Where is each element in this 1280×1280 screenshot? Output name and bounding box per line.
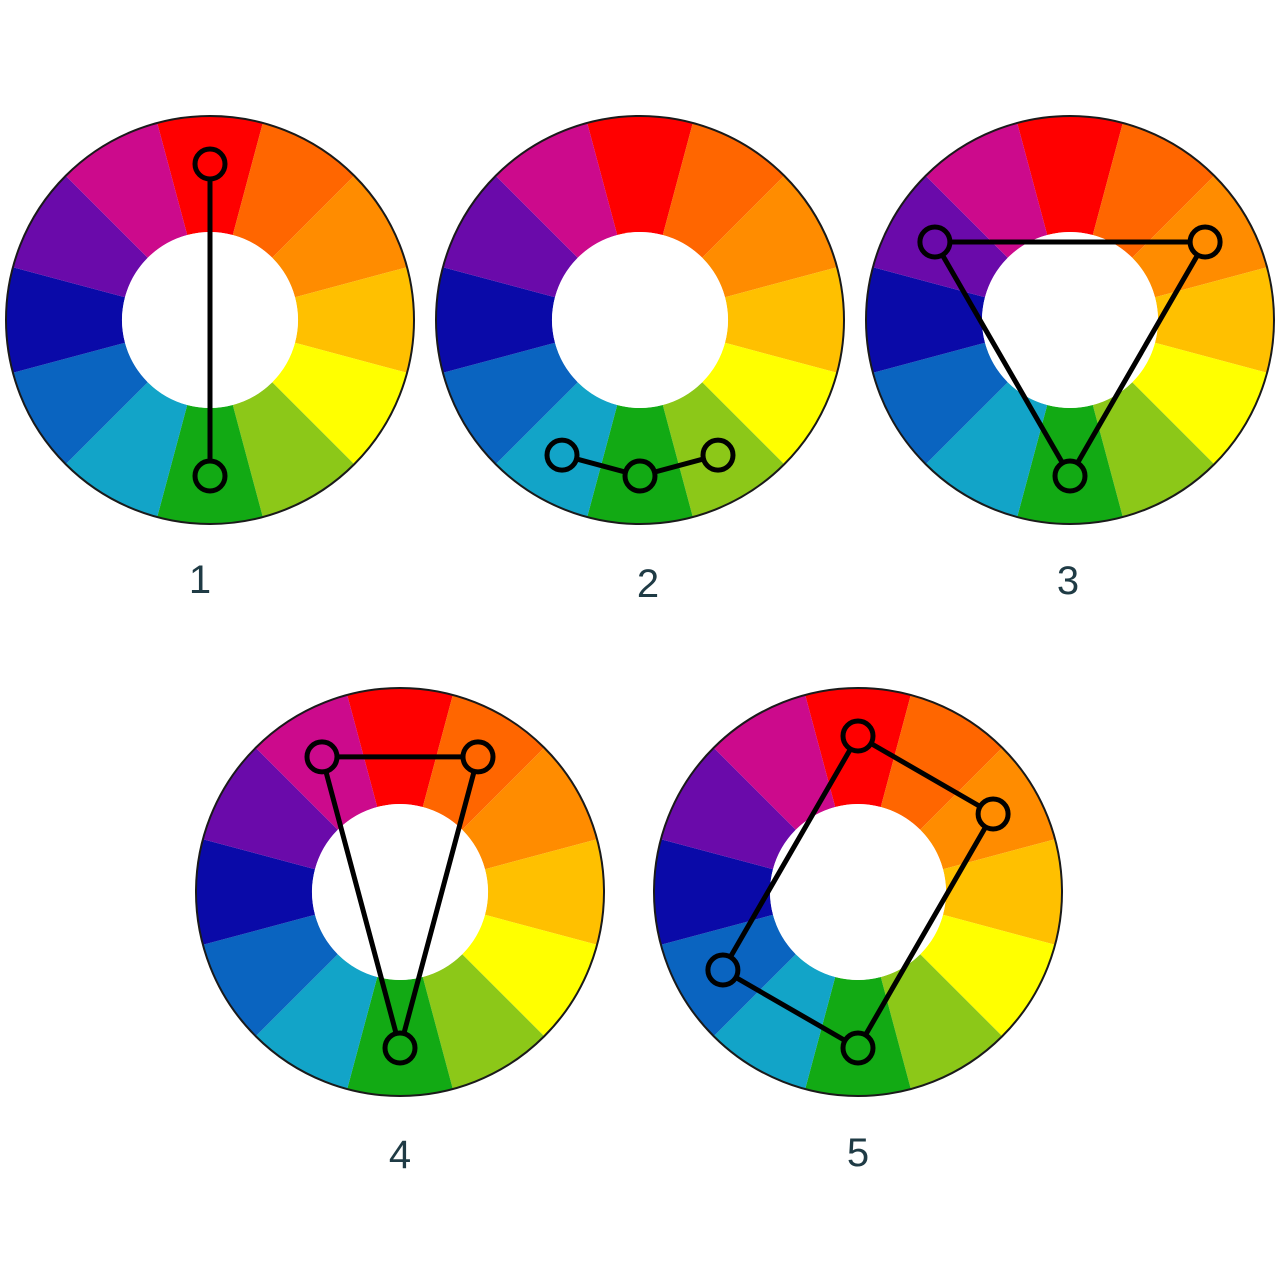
segment-violet [442,175,578,298]
wheel-label-2: 2 [637,562,659,606]
segment-red-orange [662,122,785,258]
wheel-center [312,804,488,980]
segment-blue [442,342,578,465]
segment-orange [272,175,408,298]
marker-blue-green [544,437,580,473]
segment-yellow-green [880,954,1003,1090]
segment-blue-green [255,954,378,1090]
segment-blue [12,342,148,465]
wheel-center [982,232,1158,408]
segment-yellow-green [422,954,545,1090]
wheel-outline [195,687,605,1097]
segment-yellow [702,342,838,465]
color-wheel-2: 2 [435,115,845,606]
marker-red-violet [304,739,340,775]
wheel-label-4: 4 [389,1133,411,1177]
scheme-connector [319,754,481,1051]
segment-red-orange [232,122,355,258]
segment-blue-violet [195,839,315,945]
wheel-center [552,232,728,408]
wheel-outline [865,115,1275,525]
segment-yellow-orange [295,267,414,373]
segment-yellow [272,342,408,465]
marker-red [840,718,876,754]
marker-green [192,458,228,494]
segment-yellow-green [1092,382,1215,518]
segment-red-violet [925,122,1048,258]
marker-green [622,458,658,494]
segment-orange [462,747,598,870]
wheel-label-5: 5 [847,1131,869,1175]
segment-violet [12,175,148,298]
segment-violet [660,747,796,870]
segment-yellow [1132,342,1268,465]
color-wheel-5: 5 [653,687,1063,1175]
segment-blue [872,342,1008,465]
segment-blue-green [65,382,188,518]
segment-red [347,687,453,807]
wheel-center [770,804,946,980]
segment-blue [202,914,338,1037]
segment-red-orange [1092,122,1215,258]
marker-yellow-green [700,437,736,473]
segment-blue-violet [654,839,773,945]
marker-violet [917,224,953,260]
wheels-layer: 1 2 3 4 5 [5,115,1275,1177]
segment-blue-green [713,954,836,1090]
segment-yellow [462,914,598,1037]
marker-orange [1187,224,1223,260]
marker-green [840,1030,876,1066]
marker-orange [975,796,1011,832]
color-wheel-1: 1 [5,115,415,602]
segment-yellow-orange [725,267,845,373]
segment-orange [702,175,838,298]
segment-yellow-orange [485,839,604,945]
wheel-label-3: 3 [1057,559,1079,603]
segment-yellow-orange [943,839,1062,945]
segment-red-violet [65,122,188,258]
segment-red-violet [713,694,836,830]
color-wheel-4: 4 [195,687,605,1177]
color-wheel-3: 3 [865,115,1275,603]
segment-yellow-orange [1155,267,1274,373]
wheel-outline [435,115,845,525]
marker-red [192,146,228,182]
segment-yellow [920,914,1056,1037]
scheme-connector [932,239,1208,479]
marker-blue [705,952,741,988]
segment-red [587,116,693,235]
marker-red-orange [460,739,496,775]
segment-blue-violet [436,267,555,373]
wheel-outline [5,115,415,525]
segment-blue-green [925,382,1048,518]
segment-red-orange [880,694,1003,830]
segment-red-violet [495,122,618,258]
segment-blue-violet [866,267,985,373]
wheel-label-1: 1 [189,558,211,602]
segment-yellow-green [232,382,355,518]
wheel-outline [653,687,1063,1097]
segment-violet [202,747,338,870]
segment-blue-violet [6,267,125,373]
marker-green [1052,458,1088,494]
segment-red [1017,116,1123,235]
marker-green [382,1030,418,1066]
